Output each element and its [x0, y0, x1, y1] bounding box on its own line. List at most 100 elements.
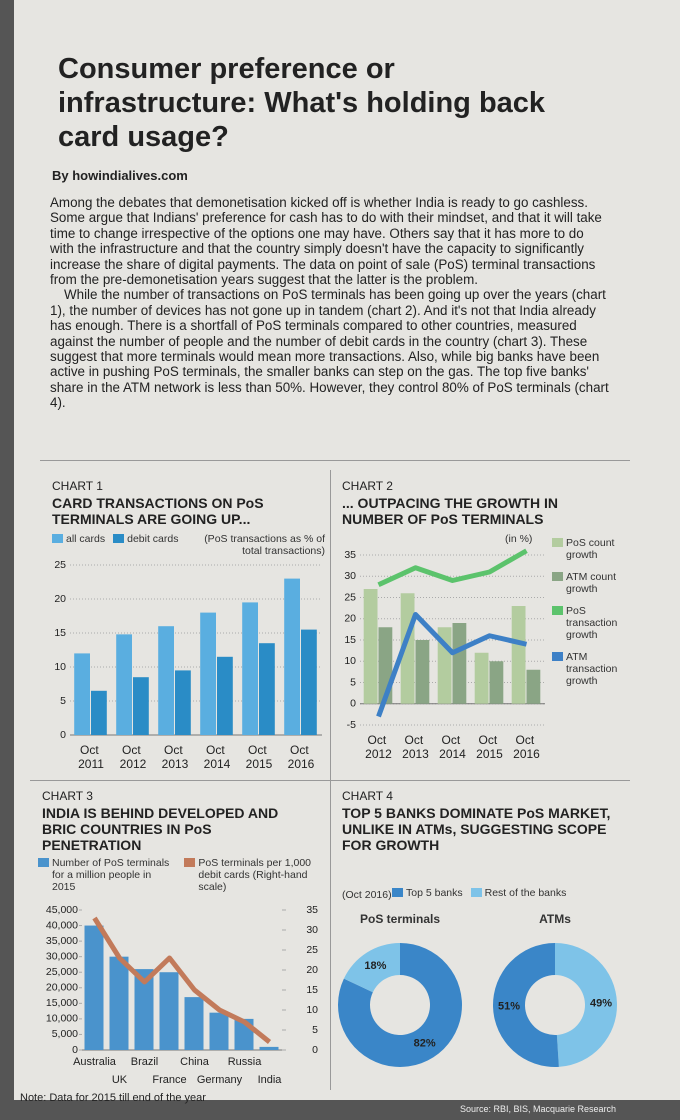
legend-label: PoS transaction growth [566, 605, 618, 641]
x-tick-label: UK [112, 1074, 128, 1086]
legend-item: PoS count growth [552, 537, 627, 561]
y-tick-label: 25 [344, 591, 356, 603]
legend-label: all cards [66, 533, 106, 545]
pie-title: ATMs [539, 912, 571, 926]
y2-tick-label: 25 [306, 944, 318, 956]
chart-label: CHART 1 [52, 479, 103, 493]
x-tick-label: France [152, 1074, 186, 1086]
x-tick-label: Oct 2016 [288, 743, 315, 771]
legend-swatch [552, 606, 563, 615]
legend-swatch [470, 888, 482, 897]
paragraph: While the number of transactions on PoS … [50, 287, 609, 411]
legend-swatch [552, 572, 563, 581]
legend-swatch [552, 652, 563, 661]
y-tick-label: 0 [72, 1044, 78, 1056]
legend-swatch [38, 858, 49, 867]
y-tick-label: 30 [344, 570, 356, 582]
bar [526, 669, 541, 704]
x-tick-label: Oct 2012 [120, 743, 147, 771]
bar [134, 969, 154, 1050]
legend-item: debit cards [113, 533, 178, 545]
bar [511, 606, 526, 704]
bar [474, 652, 489, 704]
legend-label: PoS terminals per 1,000 debit cards (Rig… [198, 857, 312, 893]
chart-title: TOP 5 BANKS DOMINATE PoS MARKET, UNLIKE … [342, 805, 611, 853]
y2-tick-label: 15 [306, 984, 318, 996]
chart-title: INDIA IS BEHIND DEVELOPED AND BRIC COUNT… [42, 805, 279, 853]
article: Among the debates that demonetisation ki… [50, 195, 610, 411]
y-tick-label: 25,000 [46, 966, 78, 978]
value-label: 51% [498, 1000, 520, 1012]
bar [284, 578, 300, 735]
chart-panel: CHART 1 CARD TRANSACTIONS ON PoS TERMINAL… [40, 475, 330, 785]
chart-title: ... OUTPACING THE GROWTH IN NUMBER OF Po… [342, 495, 558, 527]
y-tick-label: 20 [54, 593, 66, 605]
y-tick-label: 35,000 [46, 935, 78, 947]
y2-tick-label: 35 [306, 904, 318, 916]
line [376, 612, 528, 718]
chart-label: CHART 3 [42, 789, 93, 803]
x-tick-label: Brazil [131, 1056, 159, 1068]
y-tick-label: 0 [350, 698, 356, 710]
donut-slice [343, 943, 400, 993]
bar [116, 634, 132, 735]
legend-label: ATM count growth [566, 571, 616, 595]
rule [30, 780, 630, 781]
legend-label: debit cards [127, 533, 179, 545]
legend-item: PoS transaction growth [552, 605, 627, 641]
donut-slice [492, 943, 559, 1067]
bar [259, 643, 275, 735]
pie-title: PoS terminals [359, 912, 441, 926]
y2-tick-label: 30 [306, 924, 318, 936]
y-tick-label: 5,000 [52, 1028, 78, 1040]
bar [452, 623, 467, 704]
legend-label: Number of PoS terminals for a million pe… [52, 857, 170, 893]
legend-item: PoS terminals per 1,000 debit cards (Rig… [184, 857, 328, 893]
legend-swatch [552, 538, 563, 547]
byline: By howindialives.com [52, 168, 188, 183]
bar [301, 629, 317, 735]
y-tick-label: 35 [344, 549, 356, 561]
line [377, 548, 528, 588]
y-tick-label: 20,000 [46, 982, 78, 994]
chart-note: (in %) [505, 533, 533, 545]
x-tick-label: Oct 2013 [162, 743, 189, 771]
y-tick-label: 5 [60, 695, 66, 707]
value-label: 49% [590, 997, 612, 1009]
y-tick-label: 5 [350, 676, 356, 688]
x-tick-label: Oct 2016 [513, 733, 540, 761]
y2-tick-label: 0 [312, 1044, 318, 1056]
x-tick-label: Oct 2015 [476, 733, 503, 761]
legend-item: all cards [52, 533, 105, 545]
bar [217, 656, 233, 735]
legend-item: Number of PoS terminals for a million pe… [38, 857, 176, 893]
source: Source: RBI, BIS, Macquarie Research [460, 1104, 617, 1114]
x-tick-label: Australia [73, 1056, 117, 1068]
donut-slice [555, 943, 617, 1067]
rule [40, 460, 630, 461]
chart: 0 5 10 15 20 25 Oct 2011 Oct 2012 Oct 2013 Oct 20… [54, 559, 322, 771]
legend-label: Rest of the banks [484, 887, 567, 899]
page-edge [0, 0, 14, 1120]
bar [184, 997, 204, 1050]
paragraph: Among the debates that demonetisation ki… [50, 195, 602, 288]
chart-note: (PoS transactions as % of total transact… [204, 533, 325, 557]
bar [159, 972, 179, 1050]
y-tick-label: 15 [54, 627, 66, 639]
x-tick-label: Germany [197, 1074, 243, 1086]
bar [84, 925, 104, 1050]
legend-swatch [184, 858, 196, 867]
chart: 82% 18% 49% 51% [338, 943, 617, 1067]
y-tick-label: 45,000 [46, 904, 78, 916]
y-tick-label: 15,000 [46, 997, 78, 1009]
legend: all cards debit cards [52, 533, 178, 545]
y-tick-label: 25 [54, 559, 66, 571]
legend: Number of PoS terminals for a million pe… [38, 857, 328, 893]
bar [259, 1046, 279, 1050]
legend-swatch [392, 888, 403, 897]
y-tick-label: 10,000 [46, 1013, 78, 1025]
chart-title: CARD TRANSACTIONS ON PoS TERMINALS ARE G… [52, 495, 264, 527]
x-tick-label: China [180, 1056, 210, 1068]
value-label: 82% [414, 1038, 436, 1050]
line [92, 916, 272, 1044]
